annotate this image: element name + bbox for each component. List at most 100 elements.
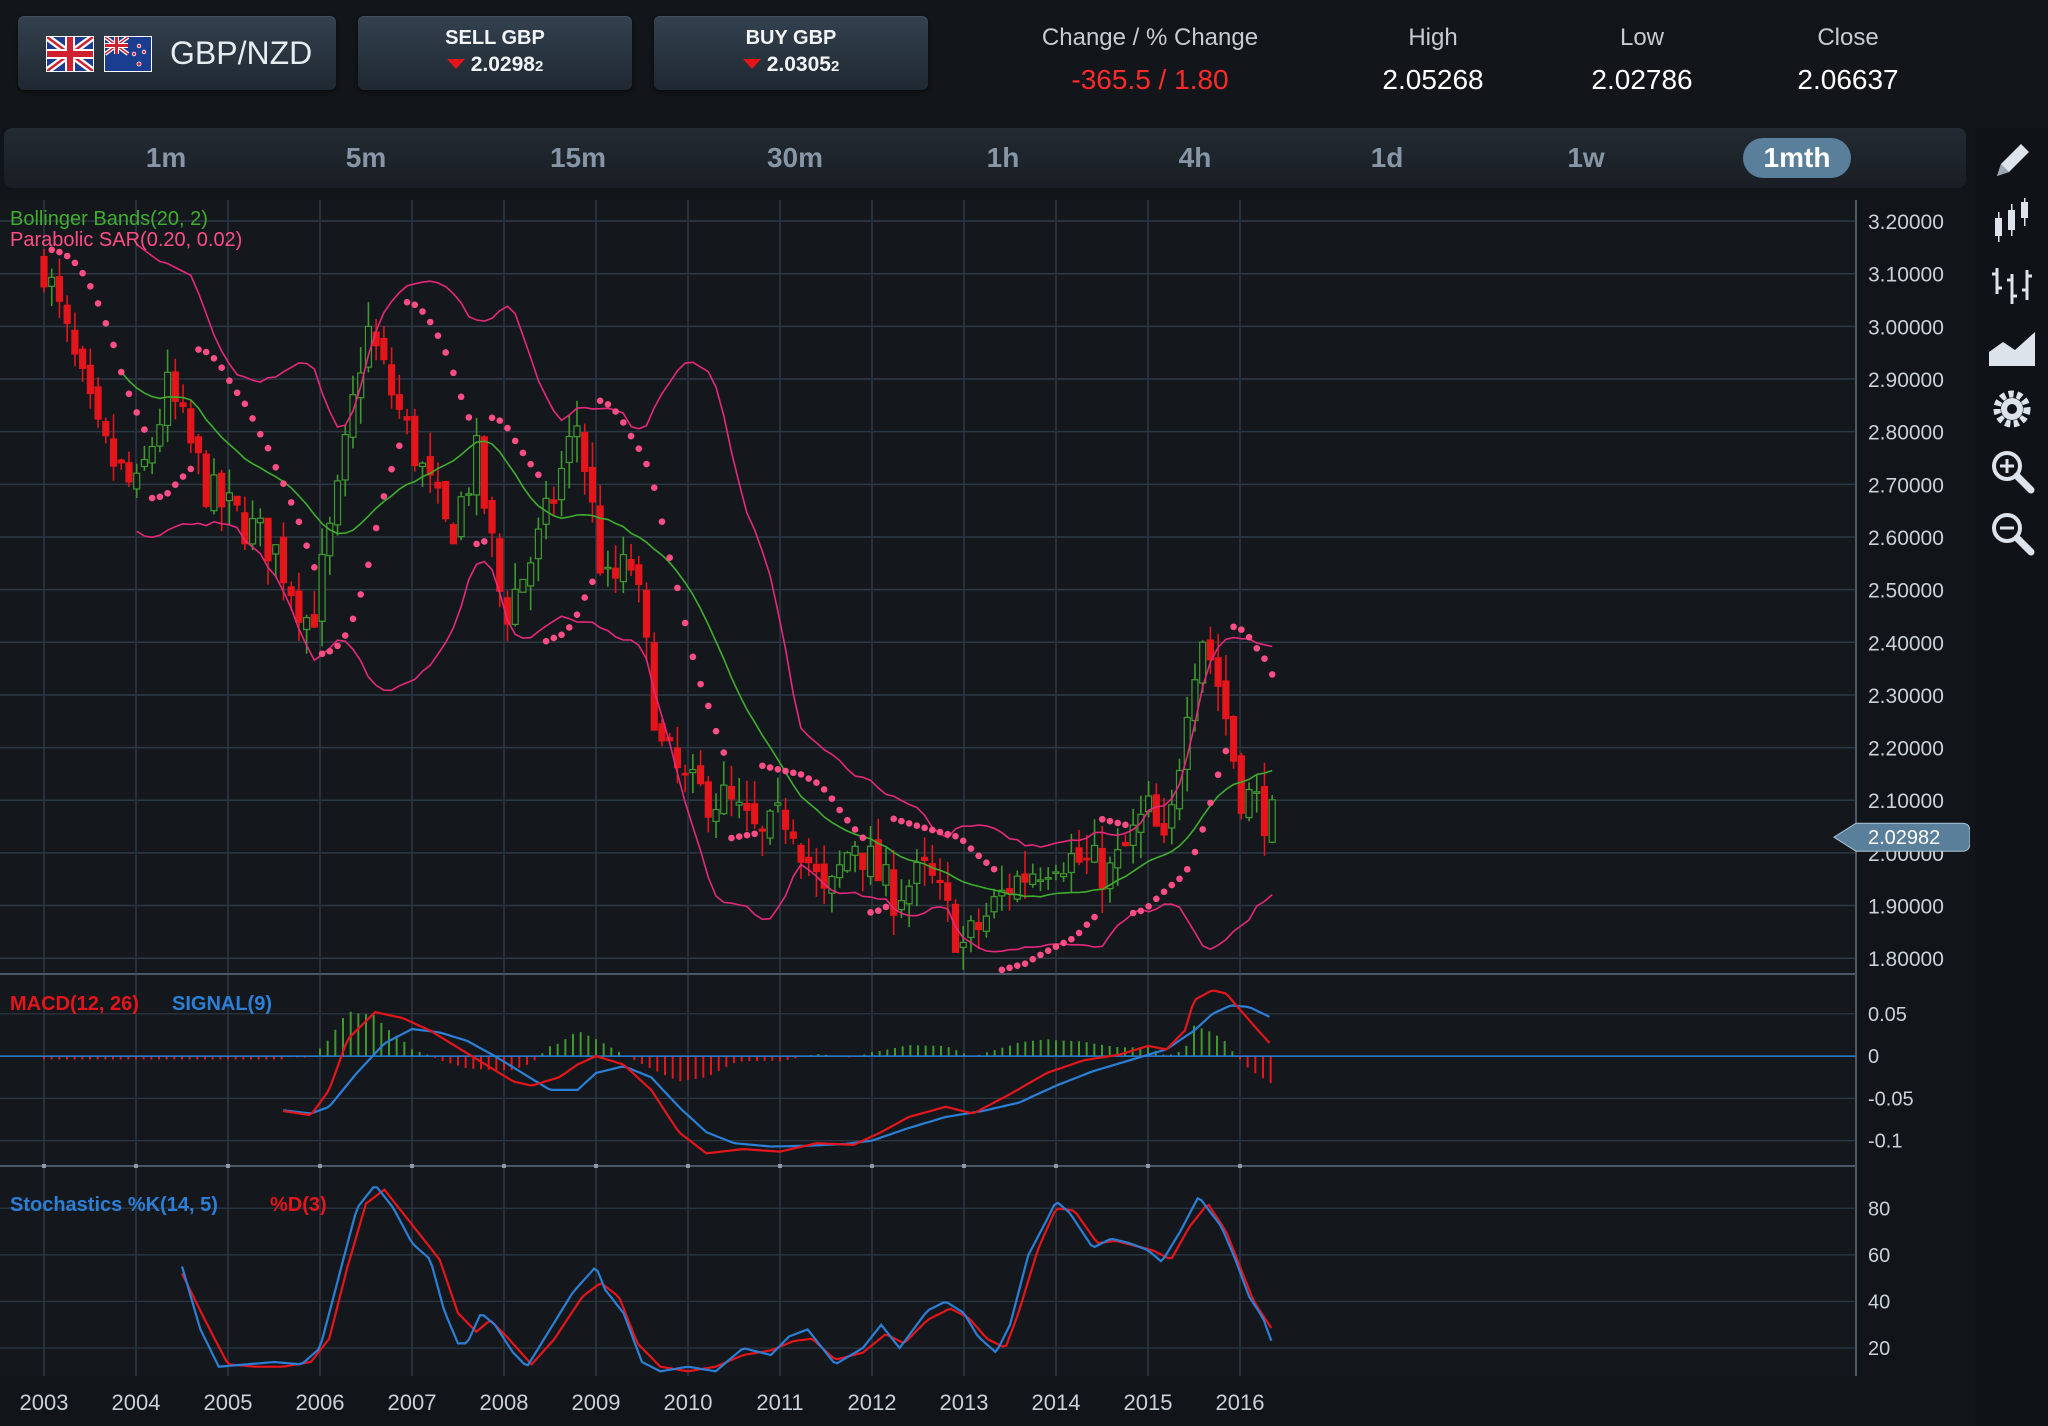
sar-dot	[295, 518, 303, 526]
timeframe-1d[interactable]: 1d	[1370, 142, 1404, 173]
candle	[1253, 775, 1261, 813]
timeframe-4h[interactable]: 4h	[1178, 142, 1212, 173]
candle	[1106, 856, 1114, 903]
macd-line	[283, 989, 1271, 1155]
sar-dot	[48, 246, 56, 254]
low-value: 2.02786	[1591, 64, 1693, 95]
sell-button[interactable]: SELL GBP 2.02982	[358, 16, 632, 90]
buy-price-pip: 2	[830, 58, 840, 75]
candlestick-icon[interactable]	[1987, 198, 2037, 248]
zoom-out-icon[interactable]	[1987, 508, 2037, 558]
candle	[210, 458, 218, 515]
area-chart-icon[interactable]	[1987, 322, 2037, 372]
candle	[380, 325, 388, 365]
sar-dot	[967, 845, 975, 852]
tool-sidebar	[1975, 128, 2048, 1426]
sar-dot	[172, 481, 179, 488]
sar-dot	[1253, 644, 1261, 652]
sar-dot	[1199, 826, 1206, 833]
sar-dot	[712, 727, 720, 735]
candle	[395, 374, 403, 419]
current-price-label: 2.02982	[1868, 827, 1940, 849]
candle	[596, 484, 604, 576]
candle	[1067, 833, 1075, 894]
candle	[79, 345, 87, 382]
stoch-k-line	[180, 1186, 1273, 1373]
sar-dot	[79, 269, 86, 277]
candle	[1090, 819, 1099, 864]
candle	[1036, 867, 1045, 892]
currency-pair-selector[interactable]: GBP/NZD	[18, 16, 336, 90]
y-tick-label: 2.70000	[1868, 474, 1944, 497]
candle	[967, 915, 975, 953]
sar-dot	[820, 786, 828, 793]
timeframe-5m[interactable]: 5m	[345, 142, 387, 173]
year-marker	[318, 1164, 322, 1168]
price-chart[interactable]: 3.20000 3.10000 3.00000 2.90000 2.80000 2.700…	[0, 196, 1970, 1426]
candle	[426, 432, 434, 493]
sar-dot	[1268, 671, 1276, 678]
bar-chart-icon[interactable]	[1987, 260, 2037, 310]
sar-dot	[380, 493, 388, 500]
low-label: Low	[1619, 24, 1665, 51]
timeframe-1h[interactable]: 1h	[986, 142, 1020, 173]
sar-dot	[905, 820, 913, 827]
sar-dot	[1029, 955, 1037, 963]
sar-dot	[326, 647, 334, 655]
sar-dot	[867, 909, 874, 916]
sar-dot	[1222, 747, 1230, 755]
pencil-icon[interactable]	[1987, 136, 2037, 186]
candle	[125, 451, 133, 488]
candle	[102, 417, 110, 444]
timeframe-15m[interactable]: 15m	[549, 142, 607, 173]
candle	[588, 442, 597, 523]
sar-dot	[156, 493, 164, 501]
candle	[388, 347, 396, 409]
candle	[851, 841, 859, 873]
gear-icon[interactable]	[1987, 384, 2037, 434]
candle	[527, 556, 535, 611]
candle	[681, 764, 689, 793]
sar-dot	[256, 430, 264, 438]
timeframe-1w[interactable]: 1w	[1567, 142, 1605, 173]
x-tick-label: 2010	[664, 1390, 713, 1415]
sar-dot	[434, 332, 442, 339]
sar-dot	[751, 830, 758, 838]
candle	[843, 851, 851, 873]
timeframe-30m[interactable]: 30m	[766, 142, 824, 173]
candle	[897, 879, 906, 918]
candle	[890, 849, 898, 936]
candle	[1052, 864, 1060, 881]
candle	[1268, 795, 1276, 844]
timeframe-1mth[interactable]: 1mth	[1743, 138, 1851, 178]
candle	[1237, 752, 1245, 820]
year-marker	[42, 1164, 46, 1168]
candle	[140, 445, 149, 471]
timeframe-1m[interactable]: 1m	[145, 142, 187, 173]
candle	[511, 563, 519, 627]
sar-dot	[287, 499, 295, 506]
sar-dot	[944, 830, 952, 838]
candle	[248, 500, 257, 551]
zoom-in-icon[interactable]	[1987, 446, 2037, 496]
sar-dot	[450, 369, 457, 377]
signal-line	[283, 1004, 1270, 1148]
candle	[1152, 783, 1160, 827]
plot-background	[0, 200, 1856, 1376]
y-tick-label: 3.10000	[1868, 264, 1944, 287]
sar-dot	[133, 409, 140, 416]
sar-dot	[210, 354, 218, 362]
candle	[550, 486, 558, 517]
sar-dot	[1013, 962, 1021, 970]
year-marker	[226, 1164, 230, 1168]
candle	[1044, 866, 1052, 890]
candle	[117, 458, 125, 471]
buy-button[interactable]: BUY GBP 2.03052	[654, 16, 928, 90]
candle	[959, 925, 967, 970]
buy-price-main: 2.0305	[766, 53, 831, 76]
sar-dot	[187, 465, 195, 473]
candle	[982, 902, 990, 938]
candle	[635, 555, 643, 603]
sar-dot	[1183, 865, 1191, 873]
y-tick-label: 2.20000	[1868, 738, 1944, 761]
